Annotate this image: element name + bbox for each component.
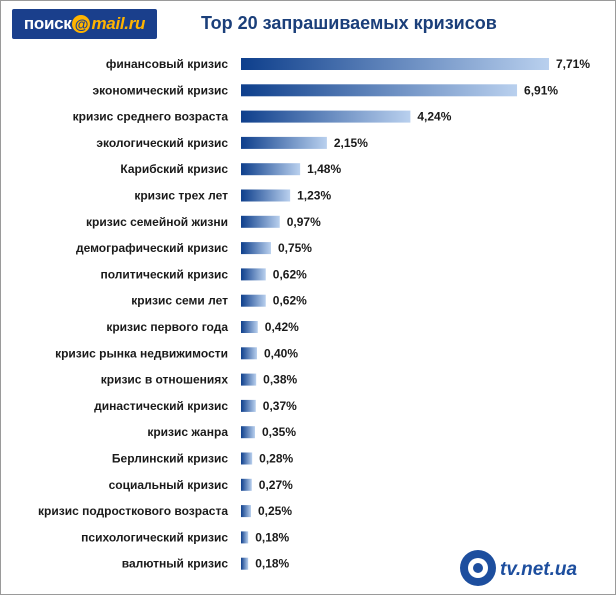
category-label: психологический кризис <box>81 530 228 544</box>
category-label: кризис семейной жизни <box>86 215 228 229</box>
data-label: 0,37% <box>263 399 297 413</box>
category-label: социальный кризис <box>109 478 229 492</box>
data-label: 4,24% <box>417 110 451 124</box>
bar <box>241 110 411 123</box>
category-label: политический кризис <box>100 267 228 281</box>
tv-net-ua-watermark: tv.net.ua <box>456 546 606 590</box>
category-label: экономический кризис <box>93 83 229 97</box>
category-label: Берлинский кризис <box>112 452 228 466</box>
category-label: демографический кризис <box>76 241 228 255</box>
data-label: 0,75% <box>278 241 312 255</box>
category-label: кризис подросткового возраста <box>38 504 228 518</box>
poisk-mail-logo: поиск @ mail.ru <box>12 9 157 39</box>
bar <box>241 58 549 70</box>
category-label: Карибский кризис <box>120 162 228 176</box>
data-label: 0,97% <box>287 215 321 229</box>
data-label: 0,62% <box>273 267 307 281</box>
bar <box>241 321 258 333</box>
bar <box>241 189 291 202</box>
bar <box>241 426 255 439</box>
bar <box>241 163 301 176</box>
category-label: кризис первого года <box>106 320 228 334</box>
data-label: 6,91% <box>524 83 558 97</box>
logo-text-main: поиск <box>23 14 72 33</box>
category-label: династический кризис <box>94 399 228 413</box>
watermark-eye-icon <box>460 550 496 586</box>
category-label: валютный кризис <box>122 557 229 571</box>
bars-group: финансовый кризис 7,71% экономический криз… <box>38 57 590 571</box>
category-label: кризис жанра <box>147 425 228 439</box>
data-label: 0,18% <box>255 530 289 544</box>
data-label: 1,23% <box>297 189 331 203</box>
category-label: кризис трех лет <box>134 189 228 203</box>
data-label: 0,62% <box>273 294 307 308</box>
bar <box>241 531 249 544</box>
bar <box>241 215 280 228</box>
bar <box>241 452 253 465</box>
category-label: кризис рынка недвижимости <box>55 346 228 360</box>
bar <box>241 478 252 491</box>
category-label: кризис в отношениях <box>101 373 229 387</box>
bar <box>241 84 518 97</box>
data-label: 2,15% <box>334 136 368 150</box>
bar <box>241 557 249 570</box>
data-label: 0,18% <box>255 557 289 571</box>
category-label: кризис среднего возраста <box>73 110 229 124</box>
data-label: 1,48% <box>307 162 341 176</box>
data-label: 0,35% <box>262 425 296 439</box>
data-label: 7,71% <box>556 57 590 71</box>
bar <box>241 373 257 386</box>
bar <box>241 242 271 255</box>
data-label: 0,42% <box>265 320 299 334</box>
bar <box>241 136 327 149</box>
bar <box>241 268 266 281</box>
data-label: 0,25% <box>258 504 292 518</box>
bar <box>241 347 257 360</box>
chart-title: Top 20 запрашиваемых кризисов <box>201 13 497 33</box>
bar <box>241 399 256 412</box>
bar <box>241 505 251 518</box>
category-label: экологический кризис <box>96 136 228 150</box>
bar <box>241 294 266 307</box>
category-label: финансовый кризис <box>106 57 228 71</box>
data-label: 0,27% <box>259 478 293 492</box>
category-label: кризис семи лет <box>131 294 228 308</box>
data-label: 0,28% <box>259 452 293 466</box>
logo-at-icon: @ <box>72 15 91 33</box>
watermark-text: tv.net.ua <box>500 559 578 580</box>
data-label: 0,40% <box>264 346 298 360</box>
data-label: 0,38% <box>263 373 297 387</box>
logo-text-tail: mail.ru <box>91 14 146 33</box>
